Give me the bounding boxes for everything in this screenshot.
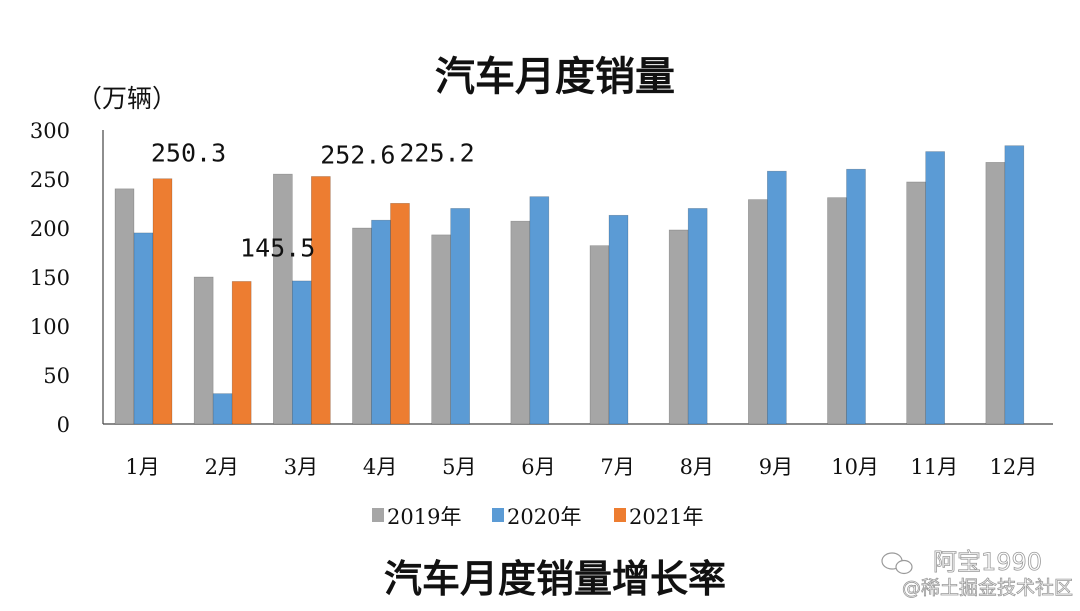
bar [273, 173, 293, 425]
watermark-site: @稀土掘金技术社区 [902, 577, 1073, 599]
bar [431, 234, 451, 425]
y-axis-unit-label: （万辆） [77, 84, 177, 113]
bar [906, 181, 926, 425]
x-tick-label: 12月 [990, 455, 1038, 479]
bar [152, 178, 173, 425]
chart-title: 汽车月度销量 [435, 54, 675, 100]
bar [133, 232, 154, 425]
x-tick-label: 5月 [442, 455, 476, 479]
bar [193, 276, 214, 425]
bar [292, 280, 312, 425]
legend-label: 2021年 [629, 505, 703, 529]
bar [1004, 145, 1025, 425]
bar [767, 170, 787, 425]
legend-swatch [492, 508, 504, 522]
x-tick-label: 7月 [600, 455, 634, 479]
chart-subtitle: 汽车月度销量增长率 [384, 557, 726, 601]
x-tick-label: 9月 [759, 455, 793, 479]
data-label: 145.5 [240, 233, 315, 262]
x-tick-label: 3月 [284, 455, 318, 479]
x-axis-labels: 1月 2月 3月 4月 5月 6月 7月 8月 9月 10月 11月 12月 [125, 455, 1037, 479]
bar [608, 214, 629, 425]
y-tick-label: 100 [30, 315, 70, 339]
data-labels: 250.3 145.5 252.6 225.2 [151, 138, 475, 262]
x-tick-label: 4月 [363, 455, 397, 479]
x-tick-label: 2月 [205, 455, 239, 479]
bars-group [114, 145, 1025, 425]
data-label: 252.6 [320, 140, 395, 169]
y-tick-label: 50 [43, 364, 70, 388]
bar [668, 229, 689, 425]
bar [589, 245, 610, 425]
y-tick-label: 150 [30, 266, 70, 290]
bar [352, 227, 372, 425]
legend: 2019年 2020年 2021年 [372, 505, 703, 529]
bar [231, 281, 252, 425]
legend-label: 2020年 [507, 505, 581, 529]
legend-swatch [614, 508, 626, 522]
x-tick-label: 6月 [521, 455, 555, 479]
bar [529, 196, 550, 425]
bar [748, 199, 768, 425]
bar [450, 208, 470, 425]
bar [212, 393, 233, 425]
legend-label: 2019年 [387, 505, 461, 529]
y-tick-label: 250 [30, 168, 70, 192]
data-label: 225.2 [399, 138, 474, 167]
watermark-author: 阿宝1990 [933, 548, 1042, 576]
bar [390, 203, 410, 425]
x-tick-label: 10月 [831, 455, 879, 479]
wechat-icon [881, 552, 913, 575]
legend-swatch [372, 508, 384, 522]
bar [925, 151, 945, 425]
bar [846, 168, 866, 425]
y-tick-label: 0 [57, 413, 70, 437]
bar [827, 197, 847, 425]
x-tick-label: 1月 [125, 455, 159, 479]
bar [311, 176, 331, 425]
bar [114, 188, 135, 425]
y-axis-ticks: 0 50 100 150 200 250 300 [30, 119, 70, 437]
bar [371, 219, 391, 425]
watermark: 阿宝1990 @稀土掘金技术社区 [881, 548, 1073, 599]
bar [985, 162, 1006, 425]
data-label: 250.3 [151, 139, 226, 168]
bar [687, 208, 708, 425]
x-tick-label: 8月 [680, 455, 714, 479]
bar [510, 220, 531, 425]
y-tick-label: 300 [30, 119, 70, 143]
y-tick-label: 200 [30, 217, 70, 241]
x-tick-label: 11月 [910, 455, 958, 479]
